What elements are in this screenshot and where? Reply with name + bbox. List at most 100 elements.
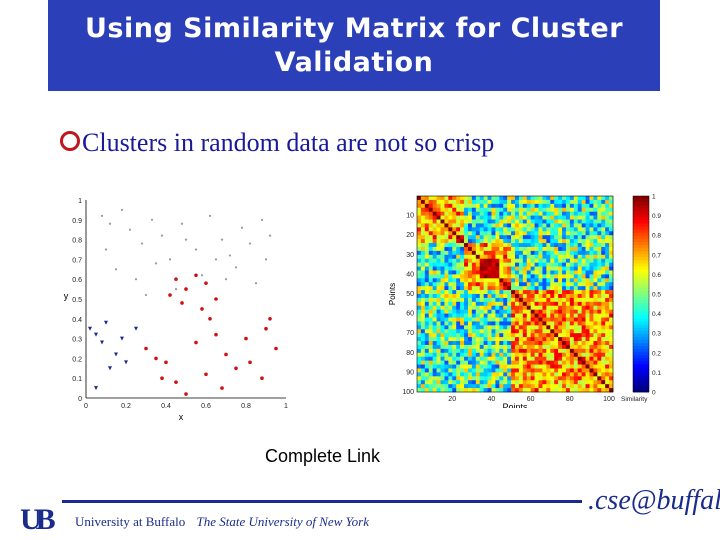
heatmap-cell — [565, 199, 571, 205]
heatmap-cell — [542, 235, 547, 240]
heatmap-cell — [526, 294, 531, 299]
heatmap-cell — [487, 344, 492, 350]
heatmap-cell — [593, 254, 598, 260]
colorbar-swatch — [633, 361, 649, 365]
heatmap-y-tick: 70 — [406, 330, 414, 337]
heatmap-cell — [538, 274, 543, 279]
heatmap-cell — [585, 333, 590, 338]
heatmap-cell — [522, 380, 528, 385]
heatmap-cell — [495, 250, 500, 256]
heatmap-cell — [456, 274, 461, 279]
heatmap-cell — [467, 348, 473, 354]
heatmap-cell — [585, 223, 590, 228]
heatmap-cell — [515, 203, 520, 209]
heatmap-cell — [511, 250, 516, 256]
heatmap-cell — [542, 266, 547, 271]
heatmap-cell — [432, 352, 437, 358]
heatmap-cell — [569, 219, 575, 224]
heatmap-cell — [577, 337, 582, 342]
heatmap-cell — [609, 207, 614, 212]
heatmap-cell — [440, 250, 445, 256]
colorbar-tick: 0.1 — [652, 370, 661, 377]
heatmap-cell — [530, 254, 535, 260]
heatmap-cell — [511, 360, 516, 365]
heatmap-cell — [565, 235, 571, 240]
heatmap-cell — [538, 297, 543, 303]
heatmap-cell — [452, 329, 457, 334]
heatmap-cell — [534, 262, 539, 267]
heatmap-cell — [420, 294, 426, 299]
heatmap-cell — [424, 270, 430, 275]
heatmap-cell — [530, 246, 535, 252]
heatmap-cell — [585, 301, 590, 307]
heatmap-cell — [417, 207, 422, 212]
heatmap-cell — [452, 270, 457, 275]
heatmap-cell — [522, 294, 528, 299]
cse-logo: .cse@buffalo — [588, 485, 720, 516]
heatmap-cell — [550, 282, 555, 287]
heatmap-cell — [456, 337, 461, 342]
heatmap-cell — [605, 368, 610, 373]
heatmap-cell — [417, 333, 422, 338]
heatmap-cell — [522, 196, 528, 201]
heatmap-cell — [515, 380, 520, 385]
colorbar-swatch — [633, 376, 649, 381]
heatmap-cell — [503, 348, 508, 354]
heatmap-cell — [581, 305, 586, 310]
heatmap-cell — [467, 372, 473, 377]
scatter-plot: 00.10.20.30.40.50.60.70.80.910 0.2 0.4 0.6 0… — [64, 198, 288, 422]
heatmap-cell — [585, 364, 590, 369]
heatmap-cell — [467, 270, 473, 275]
heatmap-cell — [467, 301, 473, 307]
heatmap-cell — [511, 243, 516, 248]
heatmap-cell — [417, 231, 422, 236]
heatmap-cell — [507, 364, 512, 369]
heatmap-cell — [456, 203, 461, 209]
heatmap-cell — [558, 286, 563, 291]
heatmap-cell — [417, 203, 422, 209]
heatmap-cell — [558, 364, 563, 369]
heatmap-cell — [518, 356, 524, 361]
heatmap-cell — [507, 352, 512, 358]
heatmap-cell — [471, 199, 477, 205]
heatmap-cell — [428, 231, 433, 236]
colorbar-tick: 0.4 — [652, 311, 661, 318]
heatmap-cell — [495, 211, 500, 216]
heatmap-cell — [554, 321, 559, 326]
heatmap-cell — [471, 254, 477, 260]
heatmap-cell — [507, 223, 512, 228]
heatmap-cell — [436, 364, 441, 369]
heatmap-cell — [558, 258, 563, 263]
heatmap-cell — [601, 274, 606, 279]
heatmap-cell — [597, 282, 602, 287]
heatmap-cell — [495, 384, 500, 389]
heatmap-cell — [518, 290, 524, 295]
heatmap-cell — [562, 290, 567, 295]
heatmap-cell — [428, 270, 433, 275]
heatmap-cell — [448, 262, 453, 267]
heatmap-cell — [522, 356, 528, 361]
heatmap-cell — [479, 203, 484, 209]
heatmap-cell — [487, 352, 492, 358]
heatmap-cell — [518, 380, 524, 385]
heatmap-cell — [436, 266, 441, 271]
heatmap-cell — [491, 235, 496, 240]
heatmap-cell — [424, 380, 430, 385]
heatmap-x-tick: 60 — [527, 396, 535, 403]
heatmap-cell — [558, 317, 563, 322]
heatmap-cell — [558, 270, 563, 275]
heatmap-cell — [534, 364, 539, 369]
heatmap-cell — [444, 262, 449, 267]
heatmap-cell — [428, 246, 433, 252]
heatmap-cell — [569, 246, 575, 252]
heatmap-cell — [432, 376, 437, 381]
heatmap-cell — [424, 231, 430, 236]
heatmap-cell — [471, 290, 477, 295]
heatmap-cell — [467, 278, 473, 283]
heatmap-cell — [589, 376, 594, 381]
heatmap-cell — [518, 286, 524, 291]
heatmap-cell — [542, 258, 547, 263]
heatmap-cell — [499, 317, 504, 322]
heatmap-cell — [562, 376, 567, 381]
heatmap-cell — [479, 266, 484, 271]
